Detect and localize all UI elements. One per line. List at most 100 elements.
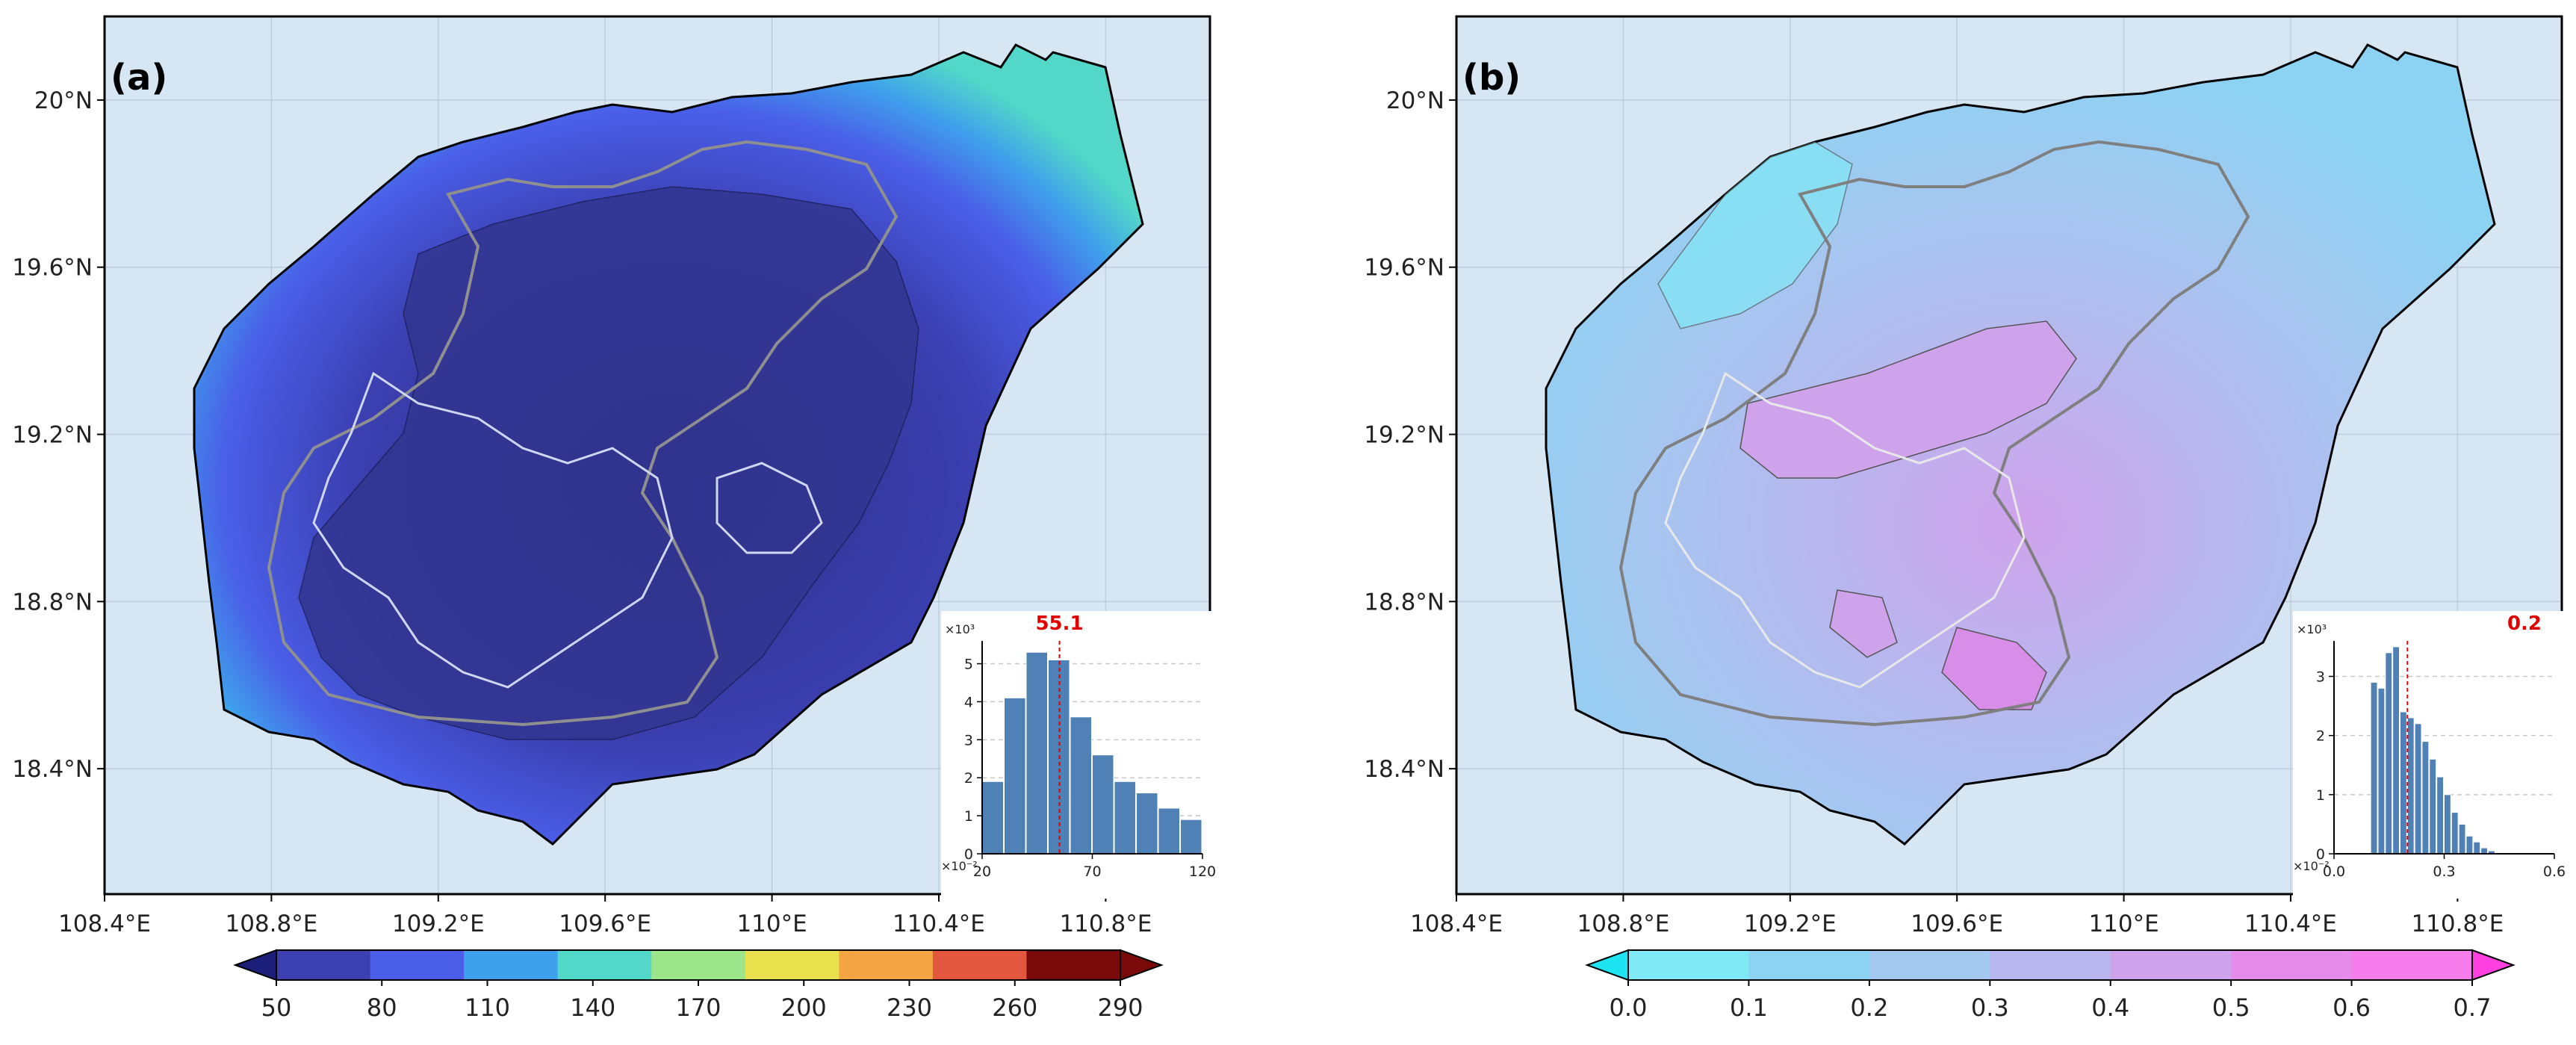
colorbar-tick-label: 140 bbox=[570, 993, 615, 1022]
low-value-core bbox=[298, 186, 919, 740]
histogram-bar bbox=[981, 781, 1004, 855]
y-tick-label: 18.8°N bbox=[1364, 589, 1444, 615]
high-value-patch bbox=[1941, 627, 2047, 710]
histogram-bar bbox=[2370, 681, 2378, 855]
map-frame bbox=[1455, 15, 2563, 896]
colorbar-tick-label: 0.0 bbox=[1610, 993, 1648, 1022]
histogram-bar bbox=[2465, 835, 2474, 855]
inset-y-tick-label: 0 bbox=[2316, 846, 2325, 863]
inset-y-exponent: ×10³ bbox=[2297, 622, 2327, 636]
colorbar-tick-label: 80 bbox=[367, 993, 397, 1022]
inset-y-tick-label: 2 bbox=[964, 770, 973, 787]
x-tick-label: 110.4°E bbox=[893, 911, 985, 937]
x-tick-label: 108.4°E bbox=[1410, 911, 1503, 937]
colorbar-tick-label: 0.6 bbox=[2333, 993, 2371, 1022]
colorbar-tick-label: 0.1 bbox=[1730, 993, 1768, 1022]
histogram-bar bbox=[2451, 812, 2459, 855]
histogram-bar bbox=[2414, 723, 2422, 855]
colorbar-swatch bbox=[557, 950, 652, 980]
histogram-bar bbox=[2480, 847, 2489, 855]
colorbar-tick-label: 200 bbox=[781, 993, 827, 1022]
histogram-bar bbox=[1092, 754, 1114, 855]
admin-boundary bbox=[1618, 140, 2250, 727]
colorbar-extend-high bbox=[2471, 949, 2516, 982]
y-tick-label: 18.4°N bbox=[12, 756, 93, 783]
colorbar-swatch bbox=[276, 950, 371, 980]
colorbar-swatch bbox=[839, 950, 934, 980]
low-value-coast bbox=[1657, 141, 1853, 329]
inset-x-exponent: ×10⁻² bbox=[941, 859, 978, 873]
colorbar-tick-label: 170 bbox=[675, 993, 721, 1022]
x-tick-label: 110.8°E bbox=[2411, 911, 2504, 937]
colorbar-swatch bbox=[464, 950, 559, 980]
x-axis-ticks: 108.4°E 108.8°E 109.2°E 109.6°E 110°E 110.4°E… bbox=[1410, 894, 2504, 937]
colorbar-swatch bbox=[1869, 950, 1990, 980]
colorbar-swatch bbox=[2351, 950, 2473, 980]
inset-x-tick-label: 70 bbox=[1083, 863, 1101, 880]
inset-y-tick-label: 3 bbox=[2316, 669, 2325, 686]
x-tick-label: 110°E bbox=[2088, 911, 2158, 937]
admin-boundary-inner bbox=[1664, 371, 2026, 689]
colorbar-tick-label: 0.4 bbox=[2091, 993, 2129, 1022]
y-axis-ticks: 18.4°N 18.8°N 19.2°N 19.6°N 20°N bbox=[12, 87, 105, 783]
inset-y-tick-label: 0 bbox=[964, 846, 973, 863]
inset-histogram: 0 1 2 3 0.0 0.3 0.6 ×10³ ×10⁻² 0.2 bbox=[2293, 611, 2566, 899]
inset-x-tick-label: 0.0 bbox=[2323, 863, 2345, 880]
y-tick-label: 20°N bbox=[1386, 87, 1444, 114]
panel-label: (b) bbox=[1462, 57, 1521, 99]
y-tick-label: 19.2°N bbox=[1364, 422, 1444, 449]
high-value-patch bbox=[1739, 320, 2077, 479]
y-tick-label: 18.4°N bbox=[1364, 756, 1444, 783]
histogram-bar bbox=[2473, 841, 2481, 855]
x-axis-ticks: 108.4°E 108.8°E 109.2°E 109.6°E 110°E 110.4°E… bbox=[58, 894, 1152, 937]
admin-boundary-inner bbox=[312, 371, 674, 689]
mean-value-label: 0.2 bbox=[2507, 613, 2542, 635]
histogram-bar bbox=[2429, 758, 2437, 855]
colorbar-swatch bbox=[370, 950, 465, 980]
histogram-bar bbox=[1114, 781, 1136, 855]
x-tick-label: 110°E bbox=[736, 911, 807, 937]
x-tick-label: 109.6°E bbox=[559, 911, 651, 937]
y-tick-label: 19.6°N bbox=[12, 255, 93, 282]
colorbar-tick-label: 260 bbox=[992, 993, 1037, 1022]
colorbar-swatch bbox=[745, 950, 839, 980]
colorbar-extend-low bbox=[233, 949, 277, 982]
colorbar-swatch bbox=[1628, 950, 1749, 980]
histogram-bar bbox=[1180, 819, 1202, 855]
histogram-bar bbox=[2377, 687, 2386, 855]
inset-y-tick-label: 2 bbox=[2316, 728, 2325, 745]
mean-value-label: 55.1 bbox=[1035, 613, 1083, 635]
histogram-bar bbox=[1136, 793, 1158, 855]
x-tick-label: 110.8°E bbox=[1059, 911, 1152, 937]
panel-b: (b) 108.4°E 108.8°E 109.2°E 109.6°E 110°E 110… bbox=[1364, 15, 2566, 1022]
inset-y-tick-label: 4 bbox=[964, 694, 973, 710]
inset-y-tick-label: 5 bbox=[964, 657, 973, 673]
inset-y-tick-label: 1 bbox=[964, 808, 973, 825]
colorbar-swatch bbox=[651, 950, 746, 980]
histogram-bar bbox=[2392, 646, 2400, 855]
colorbar-tick-label: 0.2 bbox=[1850, 993, 1888, 1022]
colorbar-extend-high bbox=[1120, 949, 1164, 982]
histogram-bar bbox=[1025, 651, 1048, 855]
inset-y-exponent: ×10³ bbox=[945, 622, 975, 636]
histogram-bar bbox=[1004, 697, 1026, 855]
inset-x-tick-label: 20 bbox=[973, 863, 991, 880]
colorbar-tick-label: 290 bbox=[1097, 993, 1143, 1022]
x-tick-label: 109.2°E bbox=[1744, 911, 1837, 937]
colorbar-swatch bbox=[1748, 950, 1870, 980]
colorbar-extend-low bbox=[1585, 949, 1629, 982]
colorbar-tick-label: 50 bbox=[261, 993, 292, 1022]
colorbar-tick-label: 0.7 bbox=[2454, 993, 2492, 1022]
colorbar: 50 80 110 140 170 200 230 260 290 bbox=[233, 949, 1164, 1022]
histogram-bar bbox=[2385, 652, 2393, 855]
inset-x-exponent: ×10⁻² bbox=[2293, 859, 2330, 873]
inset-histogram: 0 1 2 3 4 5 20 70 120 ×10³ ×10⁻² 55.1 bbox=[941, 611, 1216, 899]
histogram-bar bbox=[2444, 794, 2451, 855]
colorbar-tick-label: 0.5 bbox=[2212, 993, 2250, 1022]
x-tick-label: 110.4°E bbox=[2244, 911, 2337, 937]
colorbar-tick-label: 230 bbox=[887, 993, 932, 1022]
y-tick-label: 19.2°N bbox=[12, 422, 93, 449]
histogram-bar bbox=[2421, 741, 2430, 855]
histogram-bar bbox=[1158, 807, 1180, 855]
